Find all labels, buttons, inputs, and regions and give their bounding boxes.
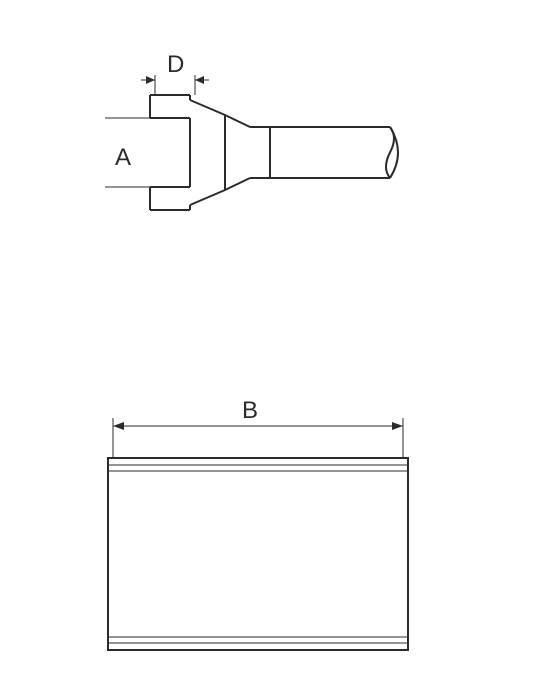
dim-label-A: A [115, 144, 131, 171]
dim-label-D: D [167, 51, 184, 78]
dim-label-B: B [242, 397, 258, 424]
